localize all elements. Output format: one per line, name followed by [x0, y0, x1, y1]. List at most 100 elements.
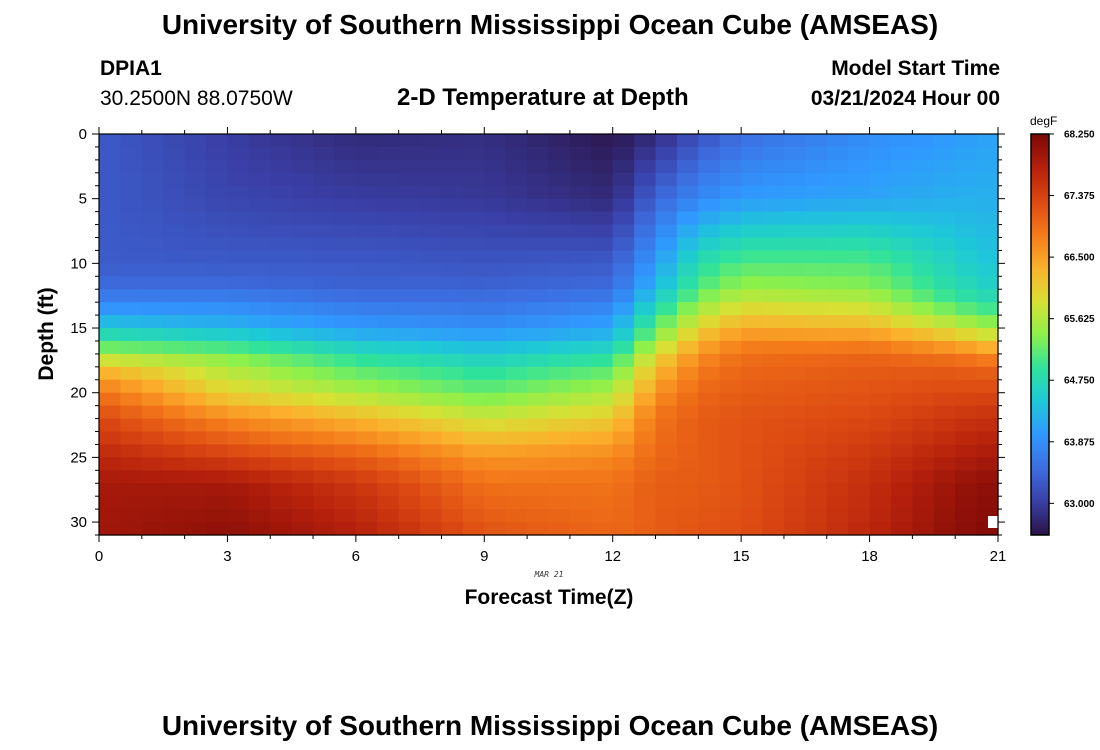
heatmap-cell [99, 522, 122, 536]
heatmap-cell [826, 392, 849, 407]
heatmap-cell [634, 457, 657, 471]
heatmap-cell [805, 496, 828, 510]
heatmap-cell [933, 418, 956, 433]
heatmap-cell [355, 276, 378, 290]
heatmap-cell [163, 237, 186, 252]
heatmap-cell [955, 276, 978, 290]
heatmap-cell [890, 134, 913, 148]
heatmap-cell [505, 146, 528, 161]
heatmap-cell [505, 250, 528, 264]
heatmap-cell [826, 146, 849, 161]
heatmap-cell [676, 172, 699, 187]
heatmap-cell [227, 431, 250, 446]
heatmap-cell [762, 444, 785, 458]
heatmap-cell [741, 353, 764, 368]
heatmap-cell [955, 496, 978, 510]
heatmap-cell [741, 315, 764, 329]
heatmap-cell [548, 315, 571, 329]
heatmap-cell [912, 224, 935, 239]
heatmap-cell [719, 444, 742, 458]
heatmap-cell [890, 198, 913, 213]
heatmap-cell [206, 172, 229, 187]
heatmap-cell [741, 340, 764, 355]
heatmap-cell [612, 134, 635, 148]
heatmap-cell [248, 315, 271, 329]
heatmap-cell [484, 353, 507, 368]
heatmap-cell [420, 483, 443, 497]
heatmap-cell [313, 405, 336, 420]
heatmap-cell [719, 470, 742, 484]
heatmap-cell [741, 237, 764, 252]
heatmap-cell [805, 444, 828, 458]
heatmap-cell [355, 185, 378, 200]
heatmap-cell [527, 276, 550, 290]
heatmap-cell [848, 509, 871, 523]
heatmap-cell [398, 431, 421, 446]
heatmap-cell [933, 522, 956, 536]
heatmap-cell [291, 418, 314, 433]
heatmap-cell [569, 237, 592, 252]
heatmap-cell [698, 379, 721, 394]
heatmap-cell [569, 496, 592, 510]
heatmap-cell [783, 496, 806, 510]
heatmap-cell [955, 263, 978, 277]
heatmap-cell [484, 496, 507, 510]
heatmap-cell [99, 315, 122, 329]
colorbar-tick-label: 63.875 [1064, 437, 1095, 448]
x-tick-label: 9 [480, 548, 488, 565]
heatmap-cell [955, 146, 978, 161]
heatmap-cell [719, 146, 742, 161]
heatmap-cell [933, 302, 956, 316]
heatmap-cell [676, 134, 699, 148]
heatmap-cell [484, 431, 507, 446]
heatmap-cell [676, 302, 699, 316]
heatmap-cell [912, 172, 935, 187]
heatmap-cell [163, 366, 186, 381]
heatmap-cell [441, 366, 464, 381]
heatmap-cell [120, 418, 143, 433]
heatmap-cell [334, 302, 357, 316]
heatmap-cell [163, 431, 186, 446]
heatmap-cell [334, 289, 357, 303]
heatmap-cell [912, 185, 935, 200]
heatmap-cell [270, 392, 293, 407]
heatmap-cell [955, 224, 978, 239]
heatmap-cell [933, 328, 956, 342]
heatmap-cell [484, 211, 507, 226]
heatmap-cell [505, 328, 528, 342]
model-start-value: 03/21/2024 Hour 00 [810, 87, 1000, 110]
heatmap-cell [184, 263, 207, 277]
heatmap-cell [548, 366, 571, 381]
heatmap-cell [334, 328, 357, 342]
heatmap-cell [313, 522, 336, 536]
heatmap-cell [869, 224, 892, 239]
heatmap-cell [933, 198, 956, 213]
heatmap-cell [462, 340, 485, 355]
heatmap-cell [655, 379, 678, 394]
heatmap-cell [377, 159, 400, 174]
heatmap-cell [527, 263, 550, 277]
heatmap-cell [184, 159, 207, 174]
heatmap-cell [676, 418, 699, 433]
colorbar-tick-label: 63.000 [1064, 499, 1095, 510]
heatmap-cell [848, 185, 871, 200]
heatmap-cell [955, 353, 978, 368]
heatmap-cell [719, 509, 742, 523]
heatmap-cell [612, 289, 635, 303]
heatmap-cell [313, 418, 336, 433]
heatmap-cell [441, 237, 464, 252]
heatmap-cell [719, 496, 742, 510]
heatmap-cell [377, 134, 400, 148]
heatmap-cell [355, 198, 378, 213]
heatmap-cell [591, 263, 614, 277]
heatmap-cell [99, 198, 122, 213]
heatmap-cell [99, 496, 122, 510]
heatmap-cell [334, 353, 357, 368]
heatmap-cell [248, 289, 271, 303]
heatmap-cell [484, 263, 507, 277]
heatmap-cell [484, 392, 507, 407]
heatmap-cell [955, 185, 978, 200]
missing-data-marker [988, 516, 998, 528]
heatmap-cell [655, 522, 678, 536]
heatmap-cell [505, 379, 528, 394]
